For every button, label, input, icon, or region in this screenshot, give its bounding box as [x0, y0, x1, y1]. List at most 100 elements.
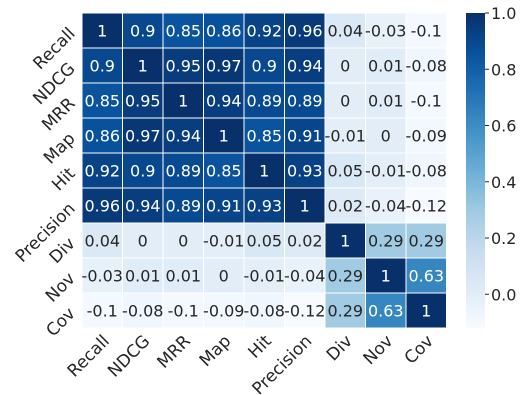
x-tick-label: NDCG [104, 331, 154, 381]
heatmap-cell [162, 292, 204, 329]
cell-value-label: -0.1 [411, 22, 442, 41]
heatmap-cell [324, 47, 366, 84]
heatmap-cell [162, 257, 204, 294]
heatmap-cell [405, 257, 447, 294]
heatmap-cell [81, 292, 123, 329]
heatmap-cell [284, 12, 326, 49]
cell-value-label: 0.97 [125, 127, 161, 146]
cell-value-label: 0.05 [246, 232, 282, 251]
heatmap-cell [284, 187, 326, 224]
cell-value-label: -0.1 [168, 302, 199, 321]
heatmap-cell [243, 82, 285, 119]
heatmap-cell [122, 222, 164, 259]
heatmap-cell [243, 292, 285, 329]
cell-value-label: 1 [178, 92, 188, 111]
cell-value-label: 0.29 [327, 267, 363, 286]
heatmap-cell [122, 292, 164, 329]
heatmap-cell [81, 187, 123, 224]
heatmap-cell [324, 257, 366, 294]
cell-value-label: 0.95 [125, 92, 161, 111]
heatmap-cell [243, 187, 285, 224]
colorbar: 1.0 0.8 0.6 0.4 0.2 0.0 [466, 4, 516, 328]
cell-value-label: 1 [300, 197, 310, 216]
x-tick-label: MRR [154, 331, 195, 372]
cell-value-label: 1 [219, 127, 229, 146]
heatmap-cell [81, 82, 123, 119]
cell-value-label: -0.03 [82, 267, 123, 286]
x-tick-label: Map [196, 331, 236, 371]
heatmap-cell [324, 292, 366, 329]
heatmap-cell [122, 187, 164, 224]
cell-value-label: -0.04 [365, 197, 406, 216]
heatmap-cell [405, 187, 447, 224]
heatmap-cell [365, 47, 407, 84]
colorbar-tick-label: 0.0 [491, 285, 516, 304]
heatmap-cell [162, 47, 204, 84]
heatmap-cell [203, 292, 245, 329]
heatmap-cell [405, 292, 447, 329]
heatmap-cell [81, 222, 123, 259]
heatmap-value-labels: 1 0.9 0.85 0.86 0.92 0.96 0.04 -0.03 -0.10.9 1 0.9… [82, 22, 447, 321]
x-tick-label: Cov [401, 331, 438, 368]
heatmap-cell [203, 82, 245, 119]
heatmap-cell [243, 47, 285, 84]
x-tick-label: Hit [245, 331, 276, 362]
heatmap-cell [203, 117, 245, 154]
cell-value-label: 0.93 [246, 197, 282, 216]
heatmap-cell [122, 82, 164, 119]
heatmap-cell [324, 222, 366, 259]
cell-value-label: 0.94 [125, 197, 161, 216]
heatmap-cell [405, 47, 447, 84]
x-tick-label: Nov [360, 331, 398, 369]
x-tick-label: Div [323, 331, 357, 365]
cell-value-label: 1 [421, 302, 431, 321]
y-tick-label: Map [40, 129, 80, 169]
heatmap-cell [81, 152, 123, 189]
cell-value-label: -0.01 [244, 267, 285, 286]
cell-value-label: 0.96 [84, 197, 120, 216]
cell-value-label: 0.01 [125, 267, 161, 286]
heatmap-cell [243, 257, 285, 294]
cell-value-label: 0.94 [206, 92, 242, 111]
heatmap-cell [243, 222, 285, 259]
cell-value-label: 0.92 [246, 22, 282, 41]
cell-value-label: 0.05 [327, 162, 363, 181]
heatmap-cell [405, 117, 447, 154]
cell-value-label: 0.94 [287, 57, 323, 76]
heatmap-cell [284, 292, 326, 329]
cell-value-label: -0.01 [325, 127, 366, 146]
cell-value-label: -0.1 [411, 92, 442, 111]
cell-value-label: 1 [259, 162, 269, 181]
cell-value-label: 0.92 [84, 162, 120, 181]
heatmap-cell [203, 187, 245, 224]
heatmap-cell [203, 257, 245, 294]
cell-value-label: 0 [138, 232, 148, 251]
cell-value-label: 0.29 [368, 232, 404, 251]
cell-value-label: 0.89 [165, 197, 201, 216]
x-tick-label: Recall [64, 331, 114, 381]
cell-value-label: 0 [178, 232, 188, 251]
cell-value-label: 0.96 [287, 22, 323, 41]
cell-value-label: -0.08 [406, 162, 447, 181]
heatmap-cell [122, 117, 164, 154]
cell-value-label: 0.02 [327, 197, 363, 216]
cell-value-label: 0.94 [165, 127, 201, 146]
cell-value-label: 0.85 [246, 127, 282, 146]
heatmap-cells [81, 12, 447, 329]
cell-value-label: 0.89 [246, 92, 282, 111]
heatmap-cell [284, 257, 326, 294]
cell-value-label: 0.91 [287, 127, 323, 146]
cell-value-label: 0.9 [130, 22, 155, 41]
cell-value-label: 0 [381, 127, 391, 146]
cell-value-label: 0.86 [206, 22, 242, 41]
cell-value-label: 0.89 [287, 92, 323, 111]
colorbar-tick-label: 0.8 [491, 60, 516, 79]
cell-value-label: -0.08 [406, 57, 447, 76]
cell-value-label: 0.97 [206, 57, 242, 76]
colorbar-tick-label: 0.6 [491, 117, 516, 136]
cell-value-label: 0.04 [84, 232, 120, 251]
cell-value-label: 0.01 [368, 92, 404, 111]
cell-value-label: 0.04 [327, 22, 363, 41]
